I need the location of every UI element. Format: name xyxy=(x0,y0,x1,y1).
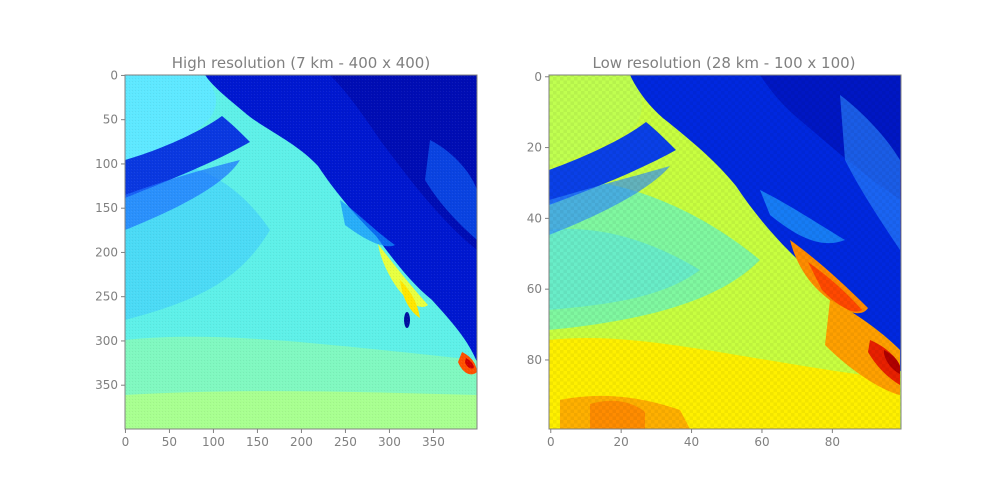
x-tick-label: 150 xyxy=(246,435,269,449)
x-tick-label: 60 xyxy=(754,435,769,449)
y-tick-label: 0 xyxy=(110,68,118,82)
x-tick-label: 250 xyxy=(334,435,357,449)
x-tick-label: 40 xyxy=(684,435,699,449)
x-tick-label: 50 xyxy=(162,435,177,449)
axes-frame-low-res xyxy=(548,74,902,430)
panel-title-low-res: Low resolution (28 km - 100 x 100) xyxy=(592,54,855,72)
x-axis-high-res: 0 50 100 150 200 250 300 350 xyxy=(122,429,445,449)
x-tick-label: 300 xyxy=(378,435,401,449)
y-tick-label: 0 xyxy=(534,70,542,84)
panel-title-high-res: High resolution (7 km - 400 x 400) xyxy=(172,54,430,72)
x-tick-label: 350 xyxy=(422,435,445,449)
y-tick-label: 100 xyxy=(95,157,118,171)
y-tick-label: 60 xyxy=(527,282,542,296)
y-axis-low-res: 0 20 40 60 80 xyxy=(527,70,549,367)
x-tick-label: 100 xyxy=(202,435,225,449)
x-tick-label: 0 xyxy=(122,435,130,449)
y-tick-label: 150 xyxy=(95,201,118,215)
x-axis-low-res: 0 20 40 60 80 xyxy=(547,429,840,449)
x-tick-label: 20 xyxy=(614,435,629,449)
y-tick-label: 40 xyxy=(527,211,542,225)
y-tick-label: 50 xyxy=(103,113,118,127)
panel-high-resolution: High resolution (7 km - 400 x 400) xyxy=(95,54,478,449)
y-tick-label: 250 xyxy=(95,290,118,304)
x-tick-label: 0 xyxy=(547,435,555,449)
y-tick-label: 200 xyxy=(95,245,118,259)
y-axis-high-res: 0 50 100 150 200 250 300 350 xyxy=(95,68,125,392)
y-tick-label: 350 xyxy=(95,378,118,392)
heatmap-high-res xyxy=(125,75,477,429)
panel-low-resolution: Low resolution (28 km - 100 x 100) xyxy=(527,54,902,449)
x-tick-label: 200 xyxy=(290,435,313,449)
heatmap-low-res xyxy=(549,75,901,429)
y-tick-label: 300 xyxy=(95,334,118,348)
y-tick-label: 80 xyxy=(527,353,542,367)
x-tick-label: 80 xyxy=(825,435,840,449)
y-tick-label: 20 xyxy=(527,141,542,155)
